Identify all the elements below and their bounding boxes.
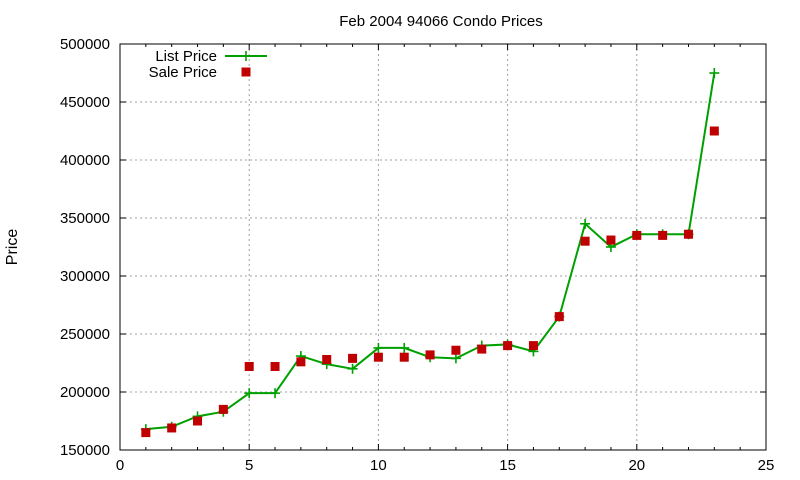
data-point	[683, 229, 693, 239]
legend-marker	[241, 51, 251, 61]
y-axis-label: Price	[4, 229, 21, 266]
y-tick-label: 300000	[60, 268, 110, 285]
data-point	[347, 363, 358, 374]
y-tick-label: 400000	[60, 152, 110, 169]
data-point	[606, 235, 616, 245]
y-tick-label: 200000	[60, 384, 110, 401]
data-point	[270, 388, 281, 399]
data-point	[244, 388, 255, 399]
data-point	[373, 352, 383, 362]
x-tick-label: 25	[758, 457, 775, 474]
series	[140, 68, 720, 438]
y-tick-label: 150000	[60, 442, 110, 459]
x-tick-label: 10	[370, 457, 387, 474]
data-point	[503, 341, 513, 351]
data-point	[709, 68, 720, 78]
data-point	[399, 352, 409, 362]
series-list-price	[140, 68, 720, 435]
data-point	[554, 312, 564, 322]
data-point	[450, 353, 461, 364]
legend-label: List Price	[155, 48, 217, 65]
legend-label: Sale Price	[149, 64, 217, 81]
y-tick-label: 250000	[60, 326, 110, 343]
data-point	[658, 230, 668, 240]
y-tick-label: 500000	[60, 36, 110, 53]
y-tick-label: 450000	[60, 94, 110, 111]
data-point	[296, 357, 306, 367]
data-point	[322, 355, 332, 365]
data-point	[218, 404, 228, 414]
data-point	[425, 350, 435, 360]
series-sale-price	[141, 126, 719, 438]
data-point	[270, 361, 280, 371]
data-point	[244, 361, 254, 371]
legend-marker	[241, 67, 251, 77]
x-tick-label: 20	[628, 457, 645, 474]
grid	[120, 44, 766, 450]
data-point	[451, 345, 461, 355]
data-point	[373, 342, 384, 353]
data-point	[141, 428, 151, 438]
data-point	[477, 344, 487, 354]
data-point	[399, 342, 410, 353]
data-point	[193, 416, 203, 426]
axes: 0 5 10 15 20 25 150000 200000 250000 300000 350000…	[60, 36, 774, 474]
x-tick-label: 0	[116, 457, 124, 474]
data-point	[632, 230, 642, 240]
data-point	[580, 236, 590, 246]
chart-title: Feb 2004 94066 Condo Prices	[339, 13, 542, 30]
x-tick-label: 5	[245, 457, 253, 474]
series-line	[145, 72, 716, 431]
data-point	[348, 353, 358, 363]
data-point	[709, 126, 719, 136]
data-point	[580, 218, 591, 229]
data-point	[167, 423, 177, 433]
y-tick-label: 350000	[60, 210, 110, 227]
x-tick-label: 15	[499, 457, 516, 474]
plot-frame	[119, 43, 767, 451]
data-point	[528, 341, 538, 351]
